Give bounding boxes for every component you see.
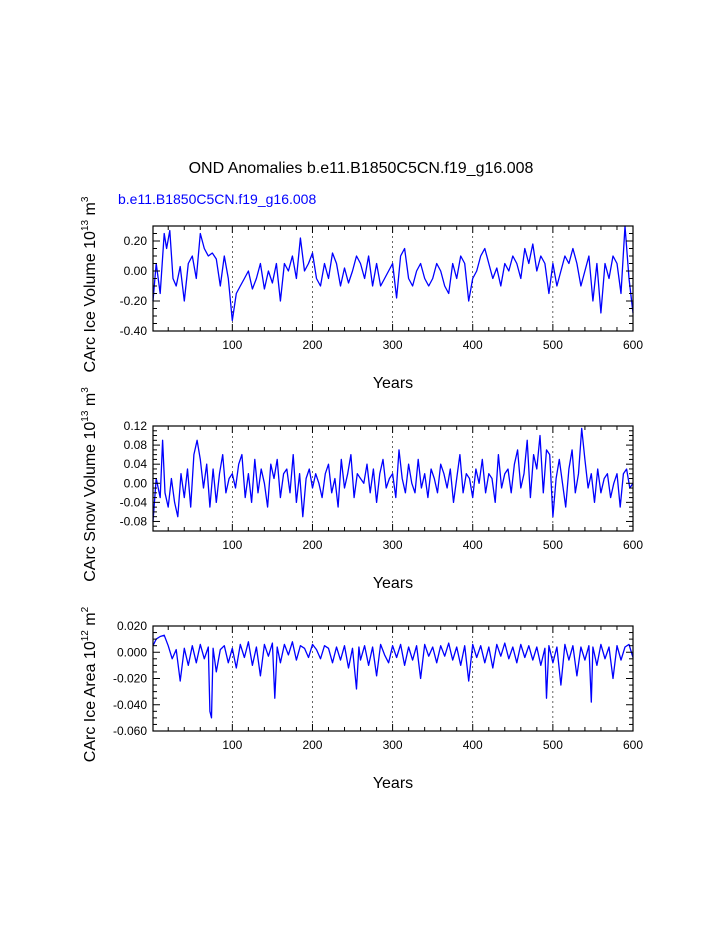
legend-label: b.e11.B1850C5CN.f19_g16.008 [118,191,316,207]
y-tick-label: 0.12 [124,419,148,433]
y-axis-label: CArc Ice Volume 1013 m3 [80,196,99,372]
y-tick-label: -0.40 [120,324,148,338]
y-tick-label: -0.20 [120,294,148,308]
y-tick-label: 0.04 [124,457,148,471]
x-axis-label: Years [373,375,413,392]
y-tick-label: 0.000 [117,645,147,659]
snow-volume-series-line [152,427,634,522]
x-tick-label: 100 [222,338,242,352]
x-tick-label: 200 [302,538,322,552]
x-tick-label: 300 [383,338,403,352]
x-tick-label: 400 [463,338,483,352]
plot-frame [152,225,634,332]
y-axis-label: CArc Ice Area 1012 m2 [80,606,99,762]
y-tick-label: -0.040 [113,698,147,712]
x-tick-label: 500 [543,338,563,352]
x-tick-label: 100 [222,738,242,752]
x-tick-label: 300 [383,538,403,552]
y-tick-label: -0.04 [120,495,148,509]
figure-title: OND Anomalies b.e11.B1850C5CN.f19_g16.00… [189,160,534,177]
ice-volume-panel: 100 200 300 400 500 600 -0.40 -0.20 0.00 0.20 Year… [80,196,643,392]
x-tick-label: 200 [302,338,322,352]
x-tick-label: 500 [543,738,563,752]
x-tick-label: 400 [463,738,483,752]
y-tick-label: 0.20 [124,234,148,248]
y-tick-label: -0.020 [113,672,147,686]
y-tick-label: 0.020 [117,619,147,633]
x-axis-label: Years [373,575,413,592]
ice-area-panel: 100 200 300 400 500 600 -0.060 -0.040 -0.020 0.00… [80,606,643,792]
y-tick-label: 0.08 [124,438,148,452]
snow-volume-panel: 100 200 300 400 500 600 -0.08 -0.04 0.00 0.04 0.08… [80,387,643,592]
y-tick-label: -0.060 [113,724,147,738]
ice-area-series-line [152,634,634,719]
ice-volume-series-line [152,225,634,322]
y-tick-label: 0.00 [124,264,148,278]
x-tick-label: 300 [383,738,403,752]
x-axis-label: Years [373,775,413,792]
x-tick-label: 500 [543,538,563,552]
y-tick-label: 0.00 [124,476,148,490]
y-axis-label: CArc Snow Volume 1013 m3 [80,387,99,582]
x-tick-label: 600 [623,538,643,552]
y-tick-label: -0.08 [120,514,148,528]
x-tick-label: 200 [302,738,322,752]
x-tick-label: 600 [623,738,643,752]
x-tick-label: 400 [463,538,483,552]
x-tick-label: 600 [623,338,643,352]
x-tick-label: 100 [222,538,242,552]
